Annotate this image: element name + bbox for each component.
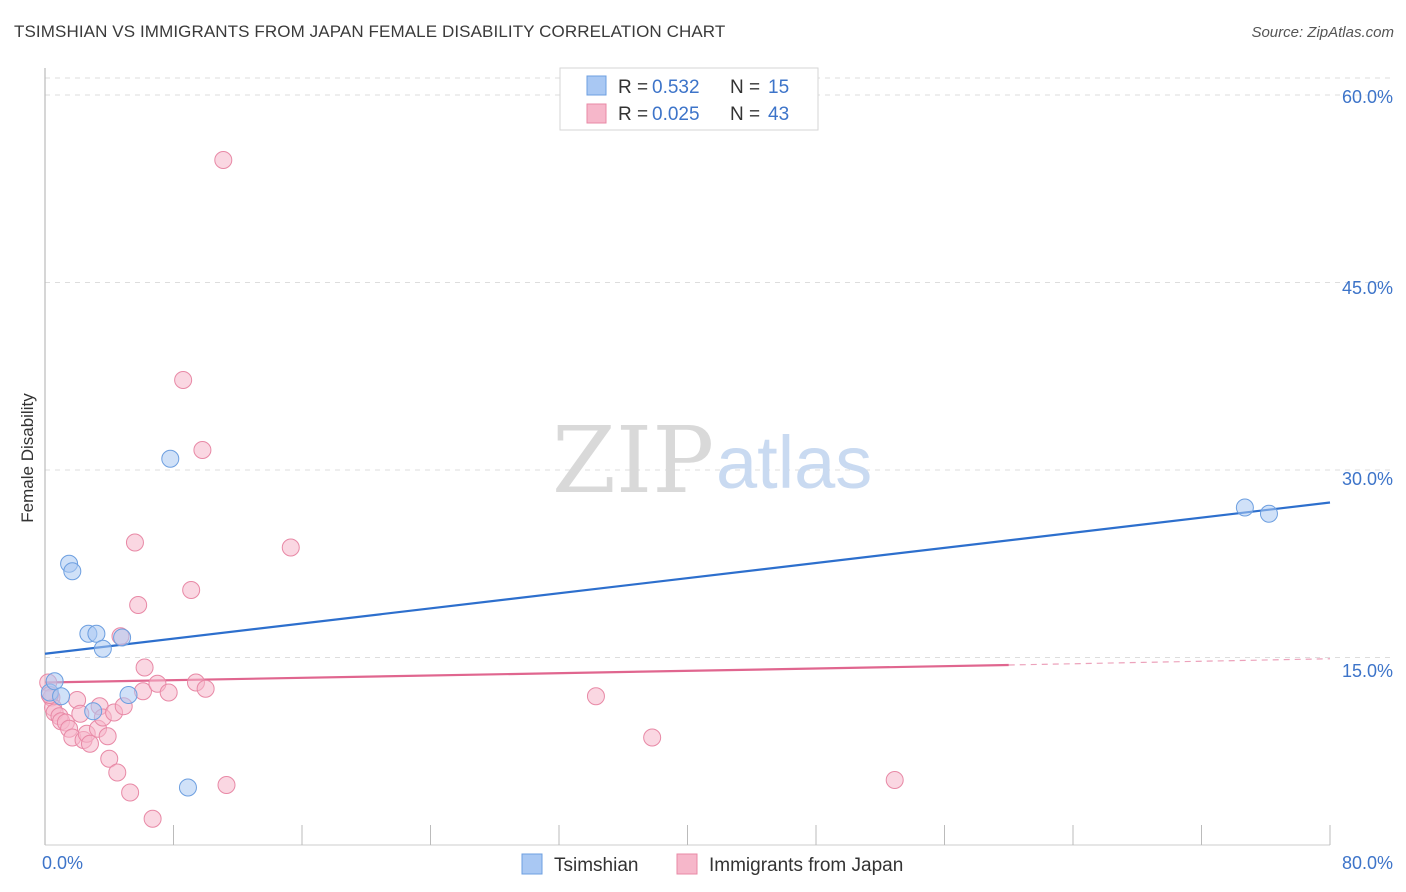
trend-line-extension-1 xyxy=(1008,658,1331,666)
stats-legend-swatch-japan xyxy=(586,103,607,124)
stats-r-label-japan: R = xyxy=(618,104,648,125)
watermark-atlas: atlas xyxy=(716,421,872,504)
point-japan-34 xyxy=(193,441,212,459)
y-tick-labels: 15.0% 30.0% 45.0% 60.0% xyxy=(1342,87,1393,681)
stats-r-label-tsimshian: R = xyxy=(618,77,648,98)
legend-label-tsimshian: Tsimshian xyxy=(554,855,638,876)
stats-legend-swatch-tsimshian xyxy=(586,75,607,96)
point-tsimshian-12 xyxy=(178,778,197,797)
y-tick-label-60: 60.0% xyxy=(1342,87,1393,107)
series-legend: Tsimshian Immigrants from Japan xyxy=(521,853,903,876)
stats-n-value-japan: 43 xyxy=(768,104,789,125)
watermark-zip: ZIP xyxy=(552,407,714,514)
x-tick-label-0: 0.0% xyxy=(42,853,83,873)
point-japan-36 xyxy=(214,151,233,169)
point-japan-40 xyxy=(643,728,662,747)
point-japan-20 xyxy=(108,763,127,782)
point-japan-24 xyxy=(125,533,144,552)
legend-swatch-tsimshian xyxy=(521,853,543,875)
point-tsimshian-7 xyxy=(93,639,112,658)
trend-lines xyxy=(44,501,1331,684)
scatter-points xyxy=(39,151,1278,828)
point-japan-30 xyxy=(159,683,178,702)
gridlines xyxy=(45,77,1393,658)
point-japan-13 xyxy=(80,734,99,753)
x-tick-label-80: 80.0% xyxy=(1342,853,1393,873)
stats-n-value-tsimshian: 15 xyxy=(768,77,789,98)
chart-title: TSIMSHIAN VS IMMIGRANTS FROM JAPAN FEMAL… xyxy=(14,22,726,41)
point-tsimshian-6 xyxy=(87,624,106,643)
point-japan-41 xyxy=(885,771,904,789)
x-ticks xyxy=(44,825,1331,845)
point-tsimshian-10 xyxy=(119,686,138,704)
point-japan-23 xyxy=(121,783,140,802)
trend-line-0 xyxy=(44,501,1331,655)
point-tsimshian-2 xyxy=(52,687,71,706)
stats-n-label-japan: N = xyxy=(730,104,760,125)
chart-source: Source: ZipAtlas.com xyxy=(1251,24,1394,41)
stats-n-label-tsimshian: N = xyxy=(730,77,760,98)
stats-r-value-tsimshian: 0.532 xyxy=(652,77,700,98)
stats-legend: R = 0.532 N = 15 R = 0.025 N = 43 xyxy=(559,67,819,131)
watermark: ZIP atlas xyxy=(552,407,872,514)
point-japan-31 xyxy=(174,371,193,389)
y-axis-label: Female Disability xyxy=(18,393,37,523)
point-japan-37 xyxy=(217,776,236,794)
point-japan-27 xyxy=(135,658,154,677)
point-japan-38 xyxy=(281,538,300,557)
point-tsimshian-11 xyxy=(161,449,180,468)
y-tick-label-45: 45.0% xyxy=(1342,278,1393,298)
point-japan-18 xyxy=(100,749,119,768)
trend-line-1 xyxy=(44,663,1009,684)
legend-label-japan: Immigrants from Japan xyxy=(709,855,903,876)
y-tick-label-15: 15.0% xyxy=(1342,661,1393,681)
point-japan-35 xyxy=(196,679,215,698)
point-tsimshian-4 xyxy=(63,562,82,581)
point-tsimshian-1 xyxy=(45,672,64,691)
point-japan-17 xyxy=(98,727,117,746)
point-tsimshian-14 xyxy=(1259,504,1278,523)
point-japan-32 xyxy=(182,581,201,599)
point-japan-28 xyxy=(143,809,162,828)
point-tsimshian-9 xyxy=(84,702,103,721)
stats-r-value-japan: 0.025 xyxy=(652,104,700,125)
point-tsimshian-13 xyxy=(1235,498,1254,517)
y-tick-label-30: 30.0% xyxy=(1342,469,1393,489)
point-tsimshian-8 xyxy=(113,628,132,647)
point-japan-25 xyxy=(129,596,148,614)
legend-swatch-japan xyxy=(676,853,698,875)
point-japan-39 xyxy=(586,687,605,706)
